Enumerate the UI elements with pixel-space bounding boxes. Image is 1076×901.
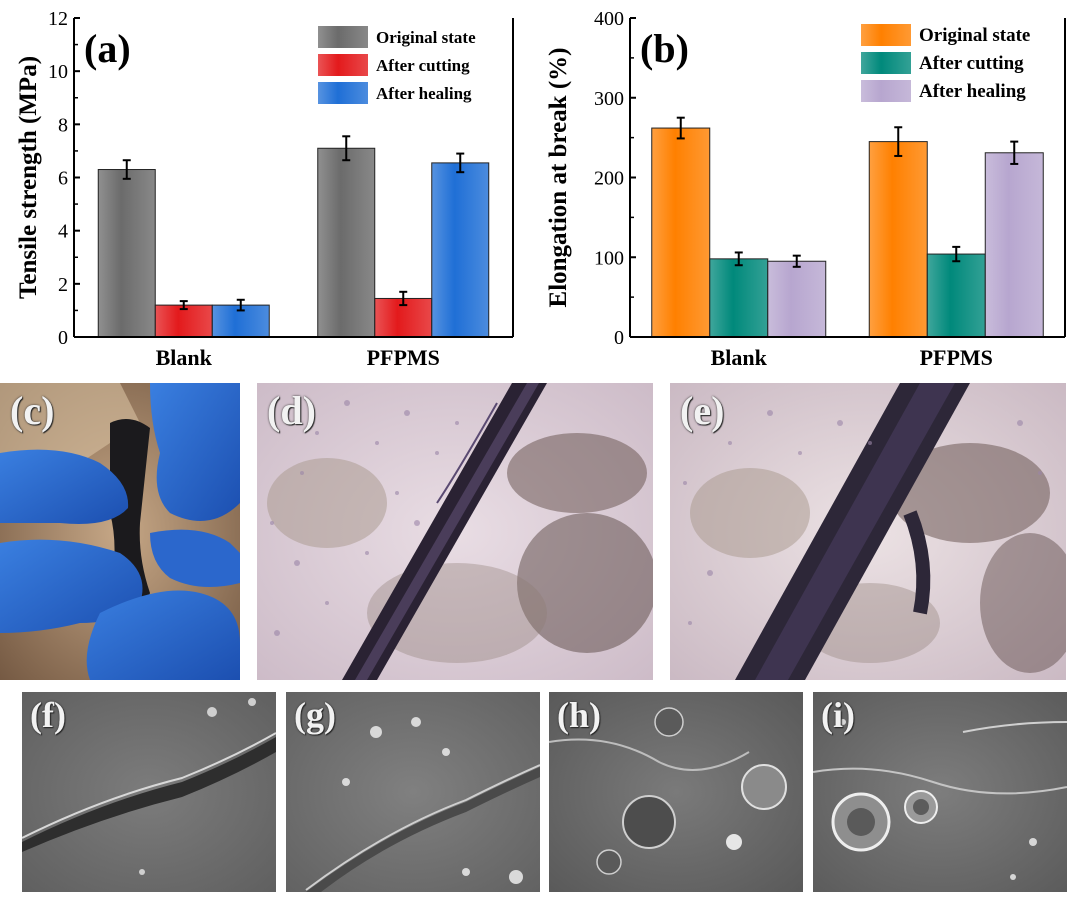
legend-label: Original state xyxy=(376,28,476,47)
x-tick-label: PFPMS xyxy=(920,345,993,370)
panel-label-h: (h) xyxy=(557,695,601,735)
sample-photo: (c) xyxy=(0,383,240,680)
panel-label-f: (f) xyxy=(30,695,66,735)
bar-pfpms-2 xyxy=(984,152,1044,338)
x-tick-label: PFPMS xyxy=(367,345,440,370)
panel-label-c: (c) xyxy=(10,388,55,433)
x-tick-label: Blank xyxy=(711,345,768,370)
legend-swatch xyxy=(861,24,911,46)
y-tick-label: 6 xyxy=(58,168,68,190)
y-tick-label: 400 xyxy=(594,8,624,30)
y-tick-label: 0 xyxy=(58,327,68,349)
legend-label: Original state xyxy=(919,25,1030,46)
micrograph-image xyxy=(670,383,1066,680)
bubble-dots xyxy=(270,400,459,636)
panel-label: (b) xyxy=(640,26,689,71)
bar-blank-2 xyxy=(767,260,827,338)
sem-image-f: (f) xyxy=(22,692,276,892)
panel-label-g: (g) xyxy=(294,695,336,735)
elongation-chart: Blank PFPMS 0 100 200 300 400 Elongation at bre… xyxy=(545,8,1066,370)
bar-blank-0 xyxy=(97,169,156,338)
legend-swatch xyxy=(861,52,911,74)
sem-surface-image xyxy=(286,692,540,892)
panel-label-i: (i) xyxy=(821,695,855,735)
sem-image-g: (g) xyxy=(286,692,540,892)
bar-blank-1 xyxy=(154,304,213,338)
sem-surface-image xyxy=(813,692,1067,892)
bar-pfpms-0 xyxy=(868,141,928,338)
legend-label: After healing xyxy=(376,84,472,103)
panel-label-d: (d) xyxy=(267,388,316,433)
bar-blank-1 xyxy=(709,258,769,338)
sem-surface-image xyxy=(22,692,276,892)
y-tick-label: 200 xyxy=(594,168,624,190)
panel-label: (a) xyxy=(84,26,131,71)
legend-swatch xyxy=(318,26,368,48)
y-tick-label: 300 xyxy=(594,88,624,110)
legend-label: After healing xyxy=(919,81,1026,102)
y-tick-label: 10 xyxy=(48,61,68,83)
sem-surface-image xyxy=(549,692,803,892)
legend-label: After cutting xyxy=(919,53,1024,74)
y-tick-label: 0 xyxy=(614,327,624,349)
y-tick-label: 2 xyxy=(58,274,68,296)
tensile-strength-chart: Blank PFPMS 0 2 4 6 8 10 12 Tensile strength (MPa… xyxy=(15,8,514,370)
micrograph-after-healing: (e) xyxy=(670,383,1066,680)
bar-pfpms-2 xyxy=(431,162,490,338)
y-tick-label: 8 xyxy=(58,114,68,136)
y-axis-label: Elongation at break (%) xyxy=(545,48,572,308)
bubble-dots xyxy=(683,410,1042,625)
sem-image-h: (h) xyxy=(549,692,803,892)
bar-pfpms-0 xyxy=(317,147,376,338)
legend-swatch xyxy=(318,54,368,76)
gloved-hands-image xyxy=(0,383,240,680)
x-tick-label: Blank xyxy=(156,345,213,370)
y-tick-label: 4 xyxy=(58,221,68,243)
legend-label: After cutting xyxy=(376,56,470,75)
y-tick-label: 12 xyxy=(48,8,68,30)
panel-label-e: (e) xyxy=(680,388,725,433)
y-tick-label: 100 xyxy=(594,247,624,269)
bar-blank-0 xyxy=(651,127,711,338)
micrograph-image xyxy=(257,383,653,680)
micrograph-before-healing: (d) xyxy=(257,383,653,680)
legend-swatch xyxy=(318,82,368,104)
legend-swatch xyxy=(861,80,911,102)
bar-pfpms-1 xyxy=(926,253,986,338)
sem-image-i: (i) xyxy=(813,692,1067,892)
y-axis-label: Tensile strength (MPa) xyxy=(15,56,42,299)
